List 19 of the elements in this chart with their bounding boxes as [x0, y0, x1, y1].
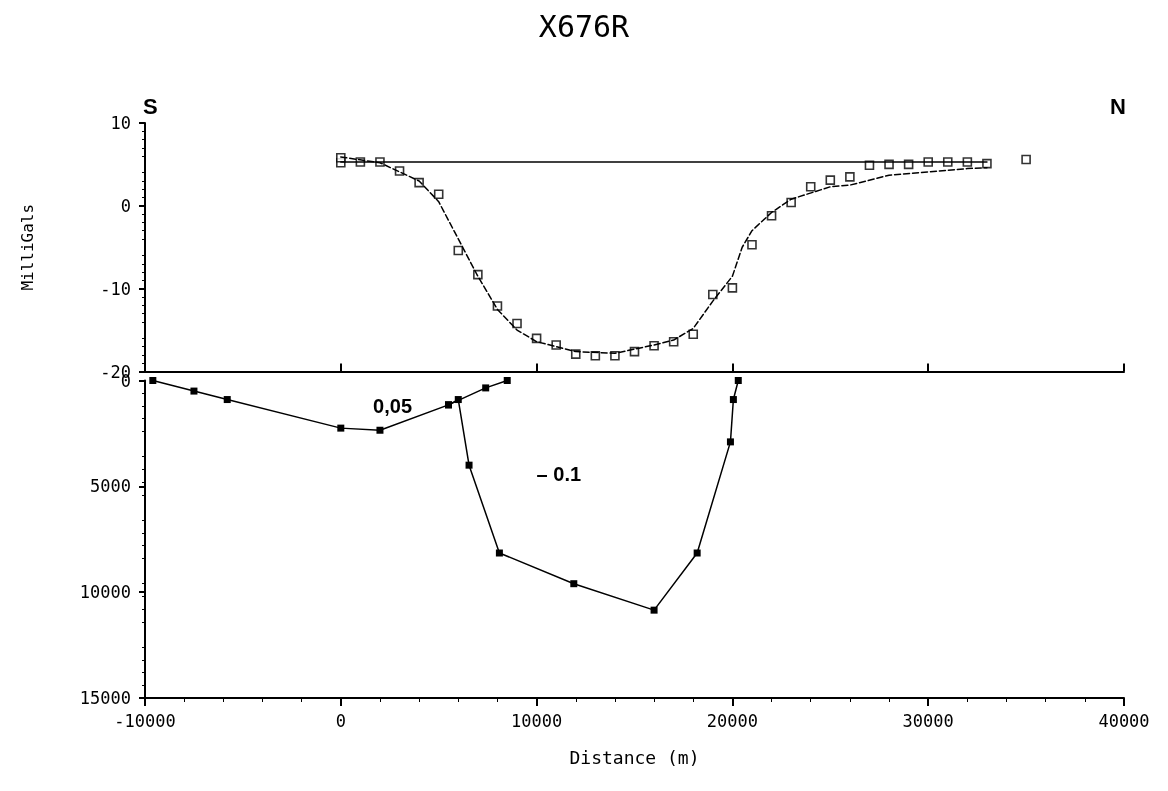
- x-tick-label: -10000: [114, 710, 176, 731]
- text: N: [1110, 93, 1126, 119]
- y-tick-label: 5000: [90, 476, 131, 497]
- x-tick-label: 20000: [706, 710, 758, 731]
- x-tick-label: 10000: [511, 710, 563, 731]
- y-tick-label: 10: [110, 113, 131, 133]
- y-tick-label: 10000: [79, 582, 131, 603]
- x-tick-label: 30000: [902, 710, 954, 731]
- annotation: 0,05: [373, 394, 413, 417]
- chart-title: X676R: [538, 8, 631, 44]
- text: S: [143, 93, 158, 119]
- y-tick-label: 0: [120, 195, 131, 216]
- x-tick-label: 40000: [1098, 710, 1150, 731]
- y-axis-title: MilliGals: [17, 203, 37, 291]
- y-tick-label: 15000: [79, 688, 131, 708]
- annotation: – 0.1: [536, 463, 582, 486]
- x-axis-title: Distance (m): [569, 746, 700, 768]
- y-tick-label: -10: [100, 278, 131, 299]
- x-tick-label: 0: [335, 710, 346, 731]
